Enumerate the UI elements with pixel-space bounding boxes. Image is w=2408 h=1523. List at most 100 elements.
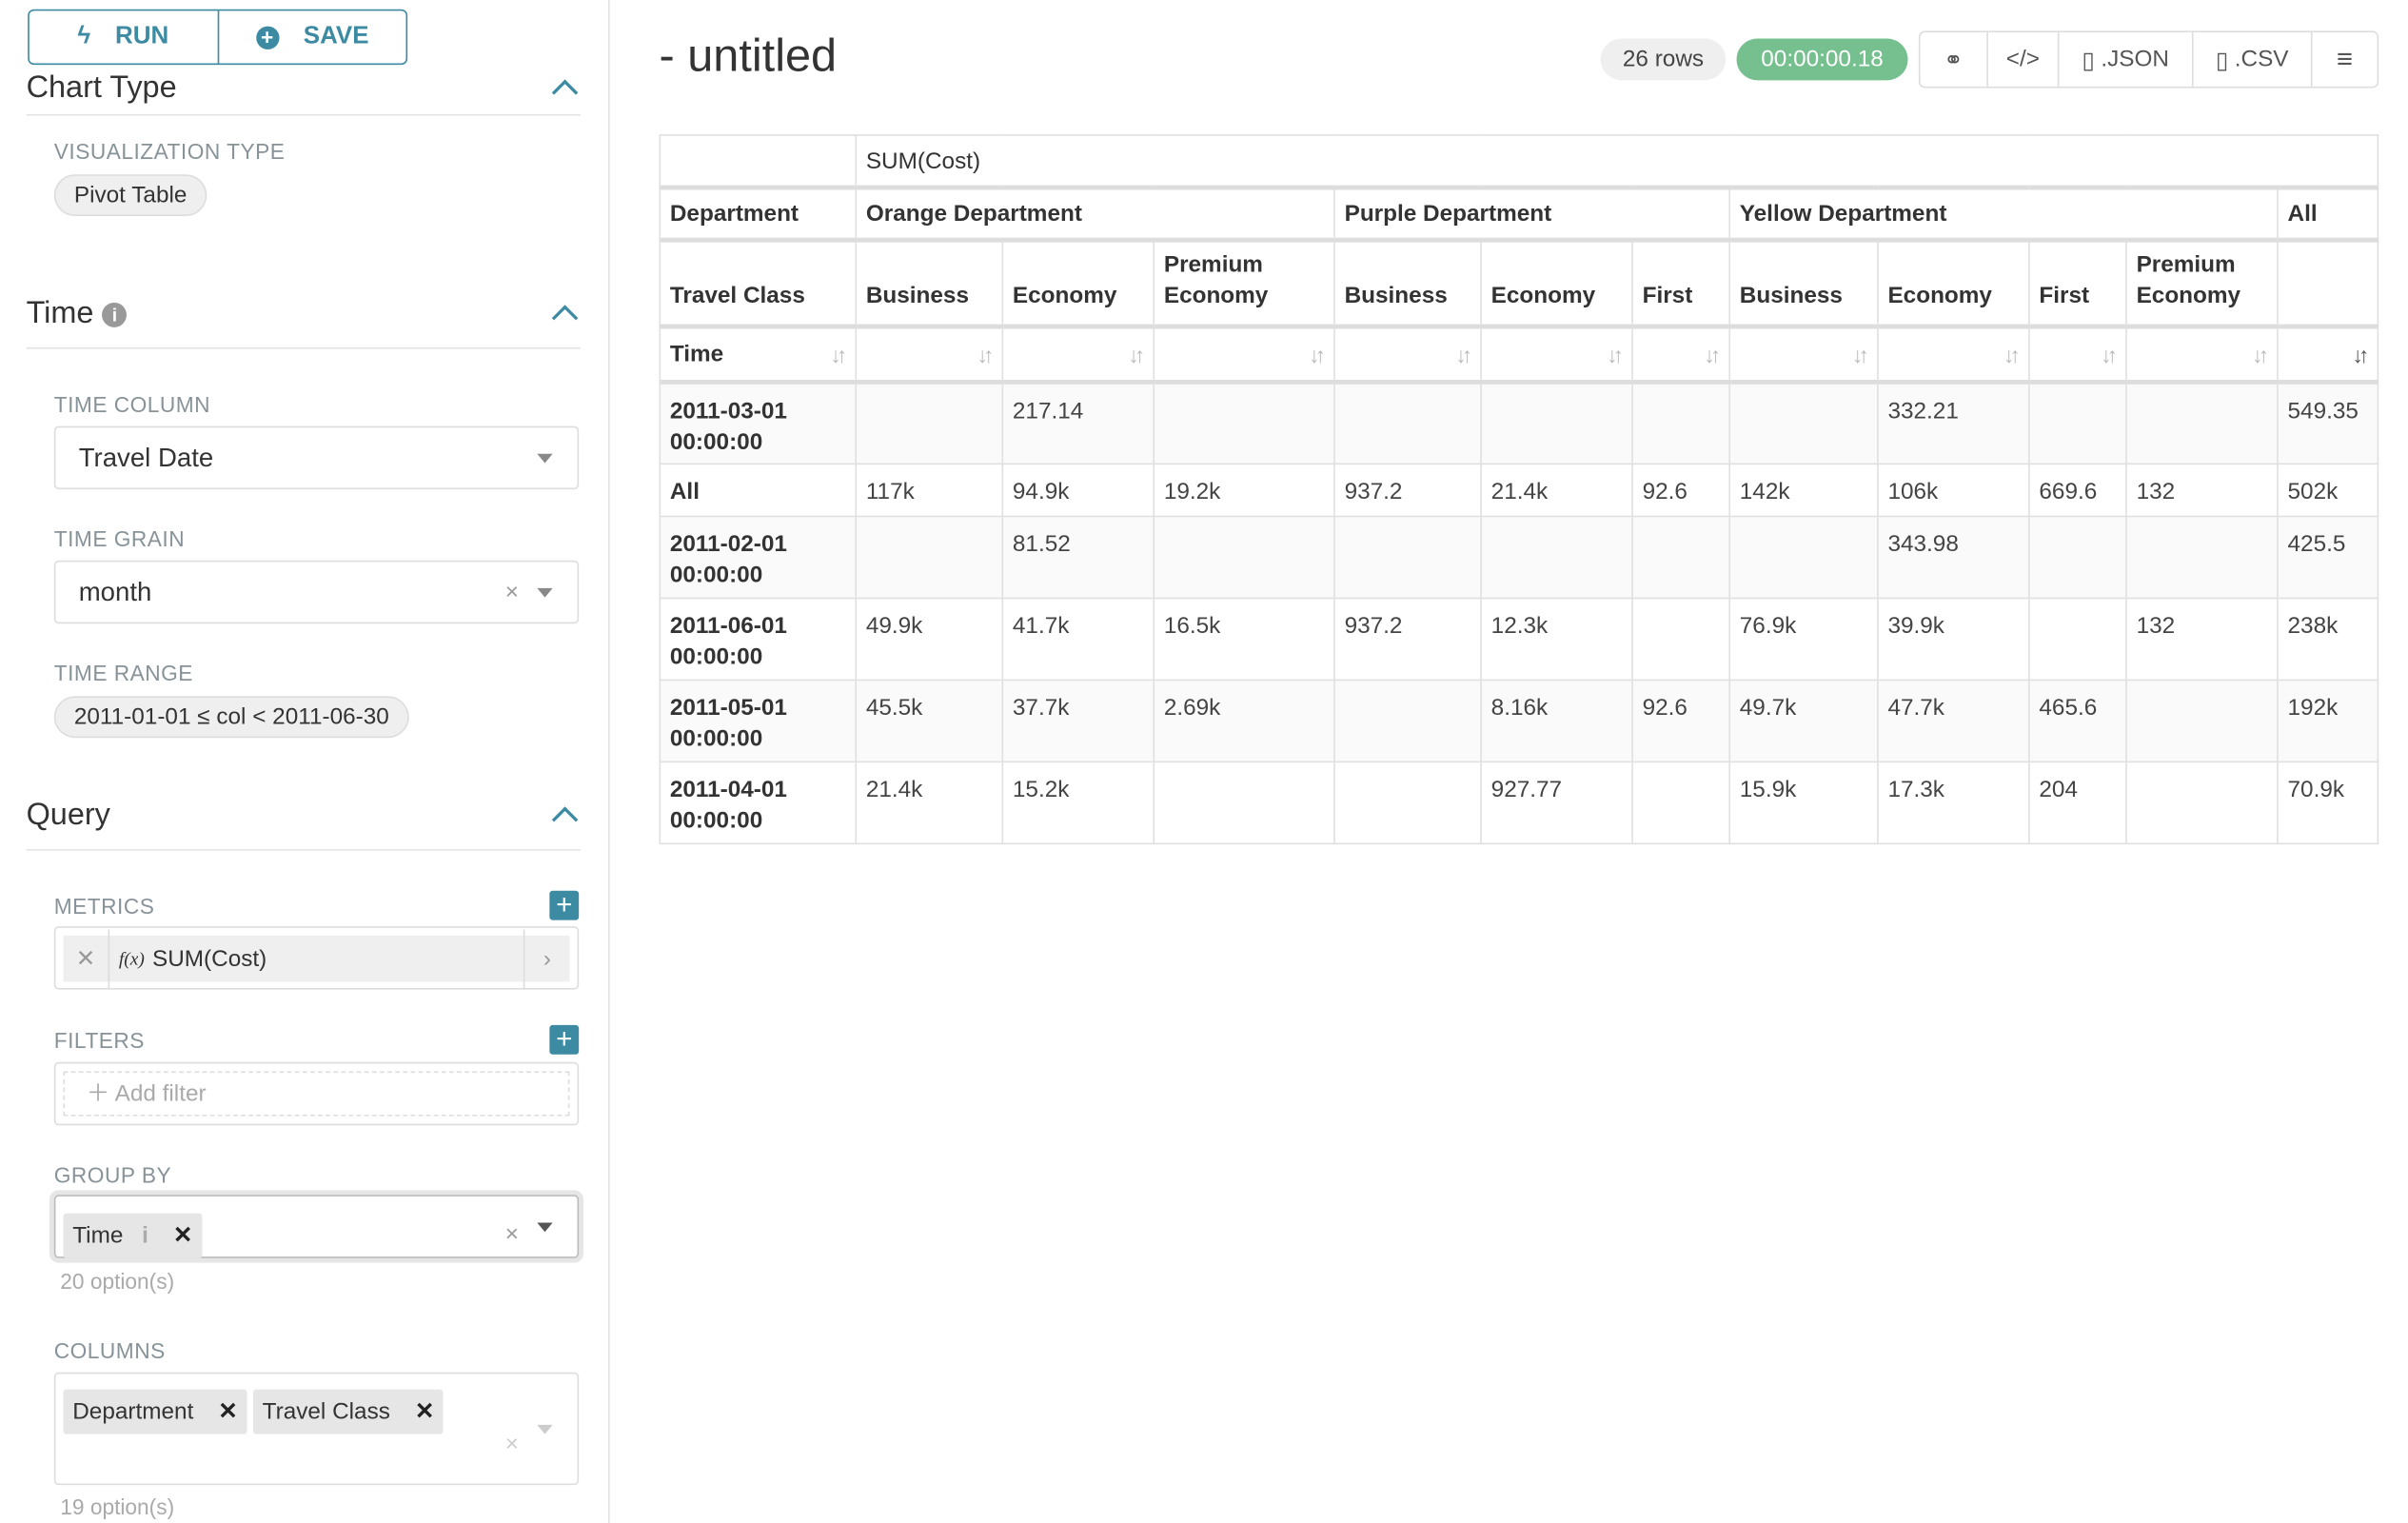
travel-class-label: Travel Class <box>659 239 858 329</box>
value-cell: 2.69k <box>1153 679 1335 763</box>
value-cell: 21.4k <box>1480 463 1633 518</box>
row-count-badge: 26 rows <box>1600 38 1727 81</box>
remove-icon[interactable]: ✕ <box>414 1398 435 1425</box>
time-sort-header[interactable]: Time ↓↑ <box>659 326 858 385</box>
save-button[interactable]: + SAVE <box>216 10 406 64</box>
file-text-icon: ▯ <box>2215 47 2229 74</box>
add-filter-button[interactable]: + <box>549 1024 580 1055</box>
table-row: All 117k 94.9k 19.2k 937.2 21.4k 92.6 142k 106k 6… <box>659 463 2379 518</box>
value-cell <box>2125 381 2279 465</box>
sort-icon: ↓↑ <box>977 343 995 367</box>
hamburger-icon: ≡ <box>2336 43 2354 74</box>
query-section-header[interactable]: Query <box>26 798 581 851</box>
add-filter-placeholder[interactable]: ＋ Add filter <box>63 1071 570 1117</box>
value-cell <box>1153 381 1335 465</box>
plus-icon: ＋ <box>86 1080 110 1107</box>
corner-cell <box>659 134 858 190</box>
control-panel: ϟ RUN + SAVE Chart Type VISUALIZATION TYPE… <box>0 0 610 1523</box>
time-column-select[interactable]: Travel Date <box>53 425 580 490</box>
run-button[interactable]: ϟ RUN <box>77 23 169 49</box>
value-cell: 15.2k <box>1001 761 1155 845</box>
sort-header[interactable]: ↓↑ <box>1631 326 1731 385</box>
sort-header[interactable]: ↓↑ <box>1001 326 1155 385</box>
column-tag: Department ✕ <box>63 1389 247 1434</box>
travel-class-header: First <box>1631 239 1731 329</box>
row-key: 2011-04-01 00:00:00 <box>659 761 858 845</box>
embed-code-button[interactable]: </> <box>1986 32 2058 87</box>
value-cell <box>2125 761 2279 845</box>
link-icon: ⚭ <box>1944 47 1964 74</box>
value-cell: 17.3k <box>1877 761 2030 845</box>
value-cell: 21.4k <box>855 761 1004 845</box>
value-cell: 549.35 <box>2277 381 2379 465</box>
sort-icon: ↓↑ <box>2252 343 2269 367</box>
clear-icon[interactable]: × <box>504 1220 519 1248</box>
chevron-up-icon <box>551 806 579 833</box>
department-label: Department <box>659 187 858 243</box>
chart-title[interactable]: - untitled <box>659 30 838 82</box>
chart-type-section-header[interactable]: Chart Type <box>26 71 581 116</box>
value-cell: 39.9k <box>1877 597 2030 682</box>
travel-class-header: Business <box>1728 239 1879 329</box>
value-cell: 192k <box>2277 679 2379 763</box>
columns-select[interactable]: Department ✕ Travel Class ✕ × <box>53 1372 580 1486</box>
sort-header[interactable]: ↓↑ <box>2125 326 2279 385</box>
value-cell: 106k <box>1877 463 2030 518</box>
info-icon: i <box>142 1222 148 1250</box>
sort-icon: ↓↑ <box>2003 343 2021 367</box>
add-metric-button[interactable]: + <box>549 891 580 920</box>
sort-header[interactable]: ↓↑ <box>2277 326 2379 385</box>
sort-header[interactable]: ↓↑ <box>2028 326 2127 385</box>
export-csv-button[interactable]: ▯ .CSV <box>2191 32 2311 87</box>
filters-label: FILTERS <box>53 1028 145 1054</box>
value-cell: 92.6 <box>1631 463 1731 518</box>
value-cell <box>855 381 1004 465</box>
metrics-label: METRICS <box>53 894 155 919</box>
sort-header[interactable]: ↓↑ <box>855 326 1004 385</box>
export-json-button[interactable]: ▯ .JSON <box>2057 32 2192 87</box>
value-cell <box>2028 515 2127 600</box>
value-cell: 937.2 <box>1333 597 1482 682</box>
caret-down-icon <box>537 1222 553 1233</box>
menu-button[interactable]: ≡ <box>2310 32 2378 87</box>
sort-header[interactable]: ↓↑ <box>1153 326 1335 385</box>
sort-header[interactable]: ↓↑ <box>1877 326 2030 385</box>
metric-tag[interactable]: ✕ f(x) SUM(Cost) › <box>63 928 570 989</box>
visualization-type-pill[interactable]: Pivot Table <box>53 174 207 217</box>
sort-header[interactable]: ↓↑ <box>1728 326 1879 385</box>
value-cell: 81.52 <box>1001 515 1155 600</box>
sort-header[interactable]: ↓↑ <box>1480 326 1633 385</box>
metrics-field: ✕ f(x) SUM(Cost) › <box>53 926 580 990</box>
remove-icon[interactable]: ✕ <box>63 928 110 989</box>
value-cell <box>1631 597 1731 682</box>
time-column-label: TIME COLUMN <box>53 391 211 417</box>
group-by-select[interactable]: Time i ✕ × <box>53 1195 580 1258</box>
chevron-right-icon[interactable]: › <box>523 928 570 989</box>
value-cell: 94.9k <box>1001 463 1155 518</box>
time-range-pill[interactable]: 2011-01-01 ≤ col < 2011-06-30 <box>53 696 409 739</box>
clear-icon[interactable]: × <box>504 579 519 605</box>
value-cell: 8.16k <box>1480 679 1633 763</box>
value-cell: 19.2k <box>1153 463 1335 518</box>
sort-icon: ↓↑ <box>1309 343 1326 367</box>
clear-icon[interactable]: × <box>504 1431 519 1457</box>
code-icon: </> <box>2005 46 2040 73</box>
sort-icon: ↓↑ <box>1852 343 1869 367</box>
remove-icon[interactable]: ✕ <box>172 1222 193 1250</box>
sort-icon: ↓↑ <box>1128 343 1146 367</box>
remove-icon[interactable]: ✕ <box>218 1398 238 1425</box>
value-cell: 49.7k <box>1728 679 1879 763</box>
value-cell <box>2028 381 2127 465</box>
value-cell <box>2125 515 2279 600</box>
table-row: 2011-03-01 00:00:00 217.14 332.21 549.35 <box>659 381 2379 465</box>
caret-down-icon <box>537 453 553 464</box>
value-cell <box>1153 761 1335 845</box>
time-section-header[interactable]: Time i <box>26 296 581 349</box>
value-cell <box>1333 381 1482 465</box>
sort-header[interactable]: ↓↑ <box>1333 326 1482 385</box>
travel-class-header: Premium Economy <box>2125 239 2279 329</box>
time-grain-select[interactable]: month × <box>53 560 580 624</box>
row-key: 2011-03-01 00:00:00 <box>659 381 858 465</box>
copy-link-button[interactable]: ⚭ <box>1921 32 1987 87</box>
value-cell <box>2125 679 2279 763</box>
